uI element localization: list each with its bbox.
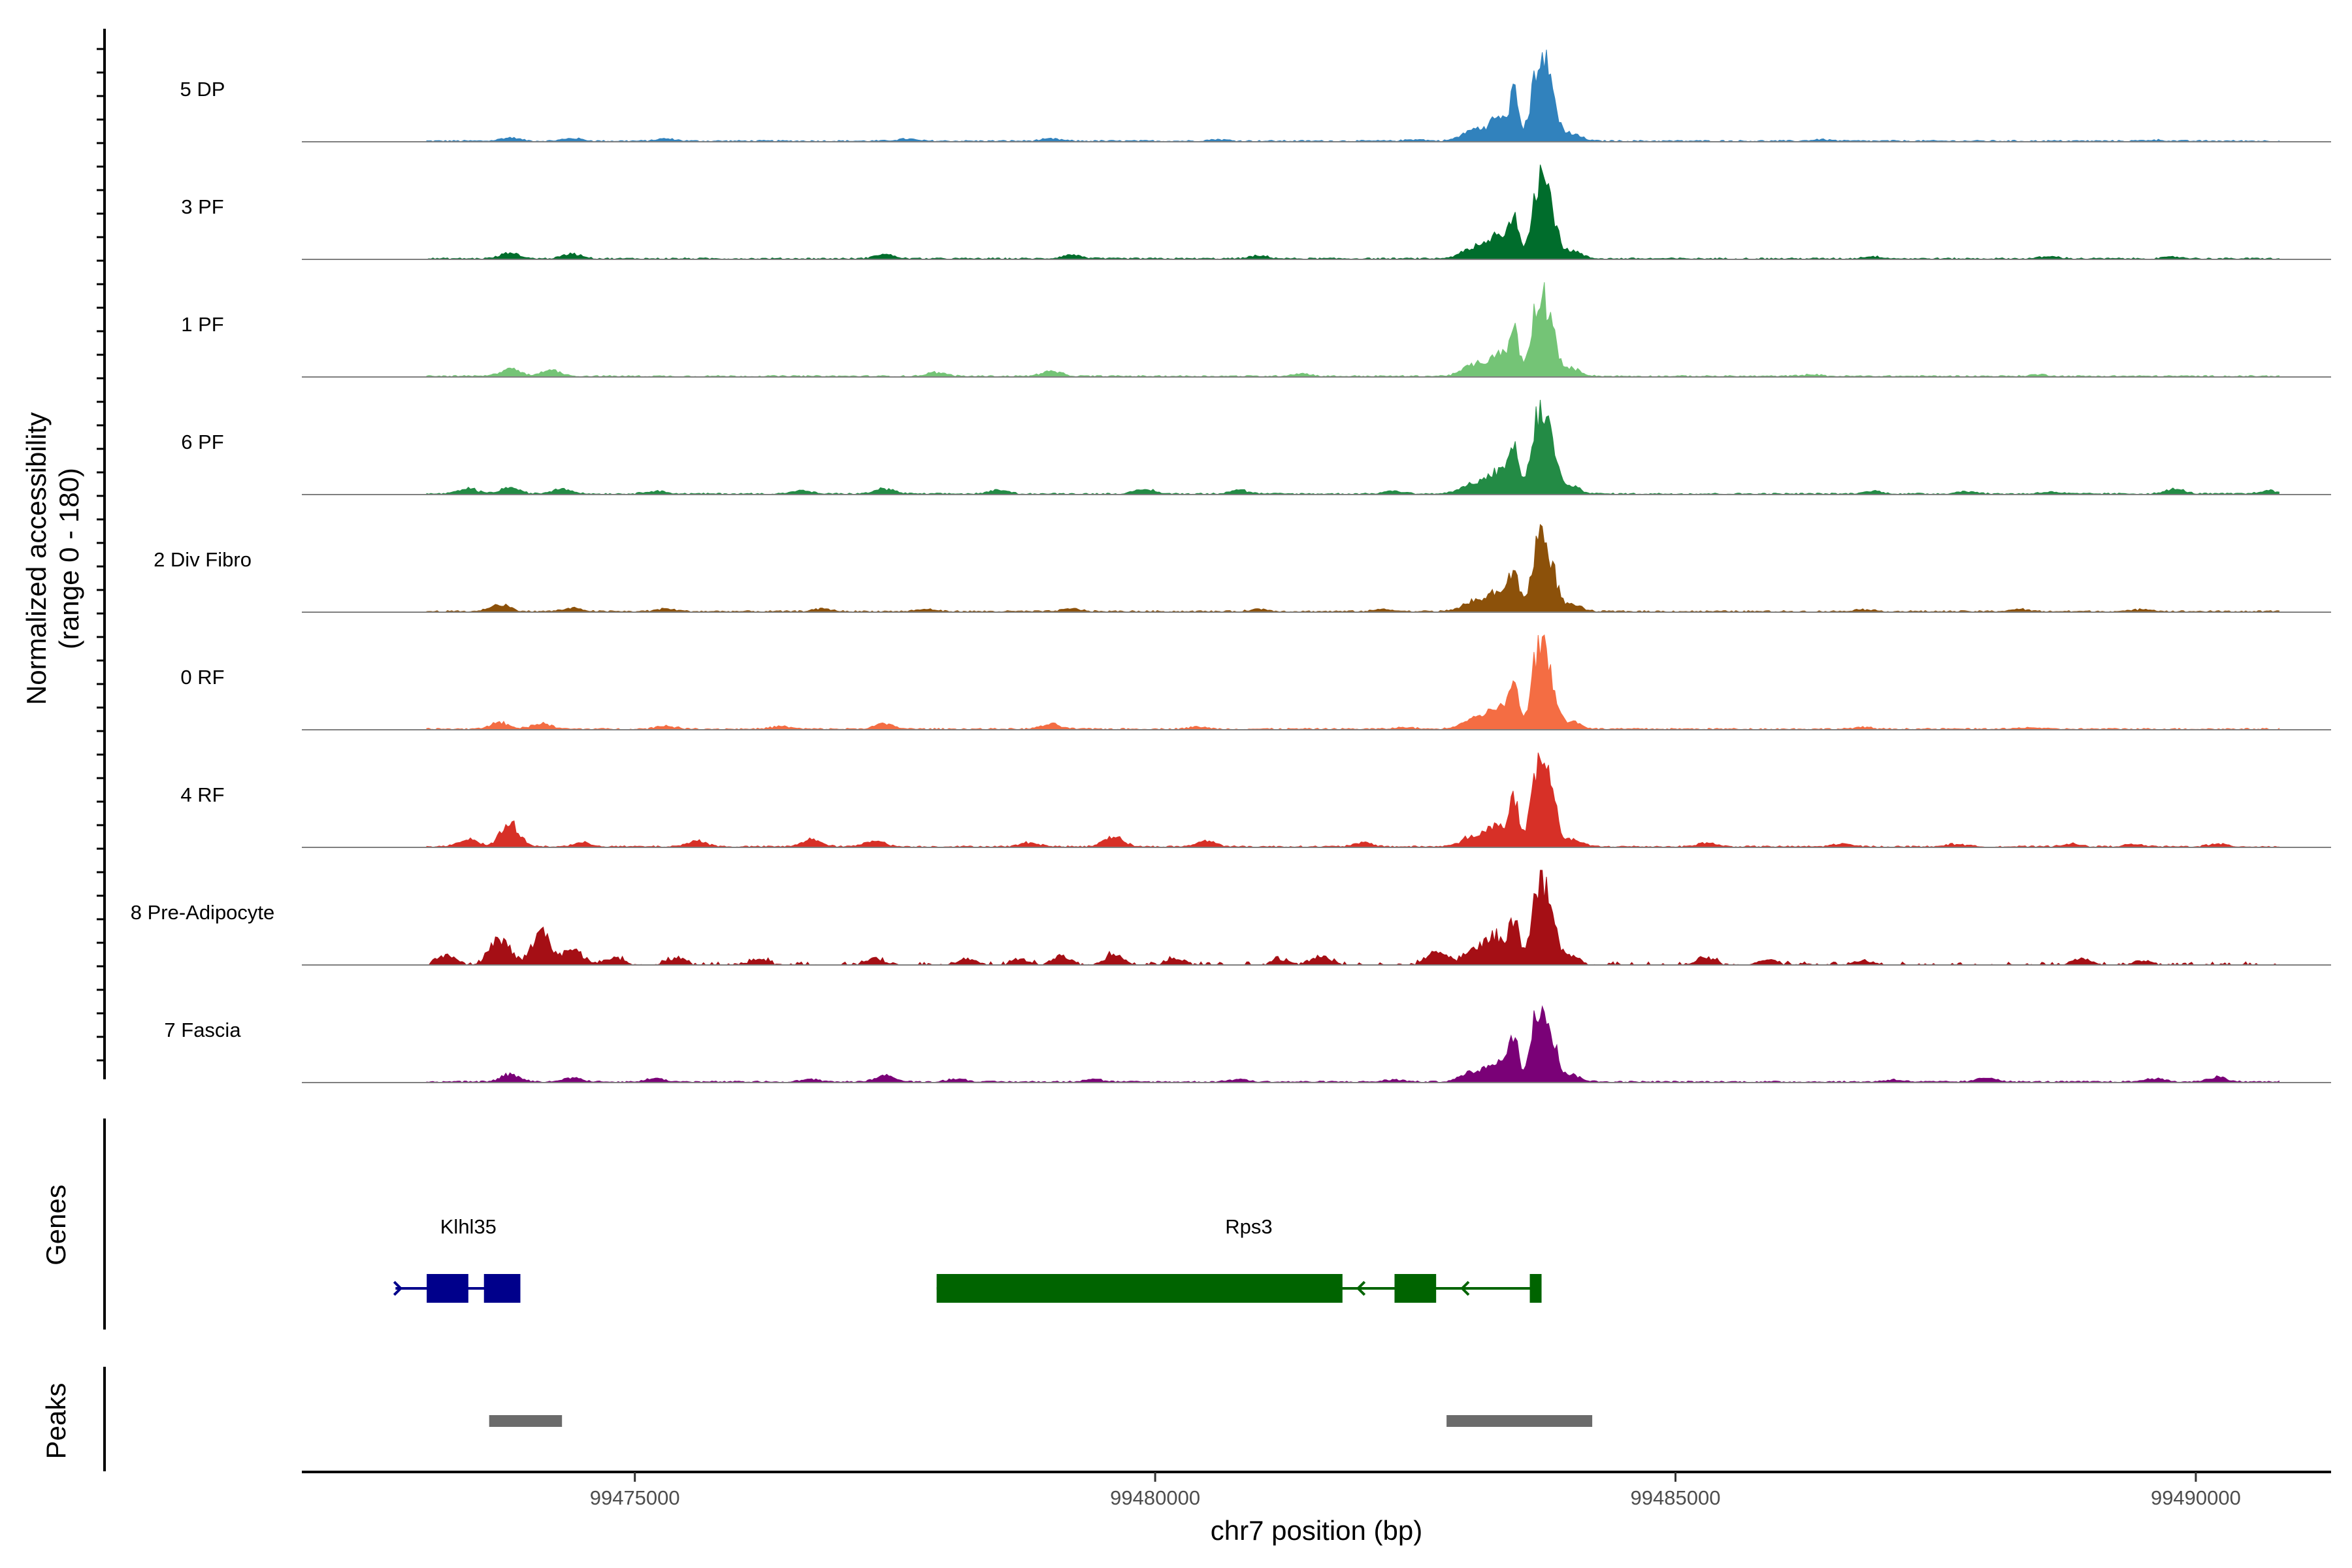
coverage-track-8-pre-adipocyte: 8 Pre-Adipocyte: [131, 870, 2331, 966]
coverage-area: [426, 399, 2279, 495]
coverage-track-2-div-fibro: 2 Div Fibro: [154, 523, 2331, 613]
coverage-tracks: 5 DP 3 PF 1 PF 6 PF 2 Div Fibro 0 RF 4 RF 8 Pre…: [131, 50, 2331, 1083]
coverage-area: [426, 1005, 2279, 1083]
gene-klhl35: Klhl35: [393, 1215, 521, 1303]
x-tick-label: 99480000: [1110, 1486, 1200, 1509]
gene-exon: [1529, 1274, 1542, 1303]
coverage-area: [426, 523, 2279, 613]
peak-bar: [1446, 1415, 1593, 1427]
coverage-area: [426, 282, 2279, 378]
peak-track: [489, 1415, 1593, 1427]
x-axis-title: chr7 position (bp): [1211, 1515, 1423, 1546]
gene-exon: [936, 1274, 1343, 1303]
track-label: 1 PF: [181, 313, 223, 336]
coverage-track-1-pf: 1 PF: [181, 282, 2331, 378]
track-label: 7 Fascia: [164, 1019, 241, 1041]
strand-arrow: [1356, 1281, 1366, 1296]
strand-arrow: [1460, 1281, 1470, 1296]
track-label: 5 DP: [180, 78, 225, 101]
coverage-area: [426, 164, 2279, 260]
peak-bar: [489, 1415, 563, 1427]
coverage-track-5-dp: 5 DP: [180, 50, 2331, 142]
gene-label: Rps3: [1225, 1215, 1272, 1238]
track-label: 0 RF: [180, 666, 224, 689]
gene-label: Klhl35: [440, 1215, 497, 1238]
coverage-track-3-pf: 3 PF: [181, 164, 2331, 260]
coverage-area: [426, 634, 2279, 730]
coverage-area: [426, 752, 2279, 848]
gene-annotation-track: Klhl35 Rps3: [393, 1215, 1542, 1303]
coverage-track-6-pf: 6 PF: [181, 399, 2331, 495]
y-axis-title-line2: (range 0 - 180): [54, 468, 84, 649]
gene-exon: [427, 1274, 468, 1303]
coverage-track-7-fascia: 7 Fascia: [164, 1005, 2331, 1083]
x-tick-label: 99485000: [1631, 1486, 1721, 1509]
gene-track-label: Genes: [41, 1184, 71, 1266]
gene-exon: [1394, 1274, 1437, 1303]
track-label: 4 RF: [180, 783, 224, 806]
y-axis-title-line1: Normalized accessibility: [21, 412, 52, 705]
track-label: 8 Pre-Adipocyte: [131, 901, 275, 924]
x-tick-label: 99490000: [2151, 1486, 2241, 1509]
track-label: 6 PF: [181, 431, 223, 453]
coverage-area: [427, 870, 2279, 966]
coverage-area: [426, 50, 2279, 142]
peak-track-label: Peaks: [41, 1383, 71, 1460]
x-tick-label: 99475000: [590, 1486, 680, 1509]
axes: 99475000 99480000 99485000 99490000: [97, 29, 2331, 1509]
coverage-track-4-rf: 4 RF: [180, 752, 2331, 848]
track-label: 2 Div Fibro: [154, 548, 252, 571]
gene-rps3: Rps3: [936, 1215, 1542, 1303]
track-label: 3 PF: [181, 195, 223, 218]
gene-exon: [483, 1274, 521, 1303]
coverage-track-0-rf: 0 RF: [180, 634, 2331, 730]
strand-arrow: [393, 1281, 403, 1296]
